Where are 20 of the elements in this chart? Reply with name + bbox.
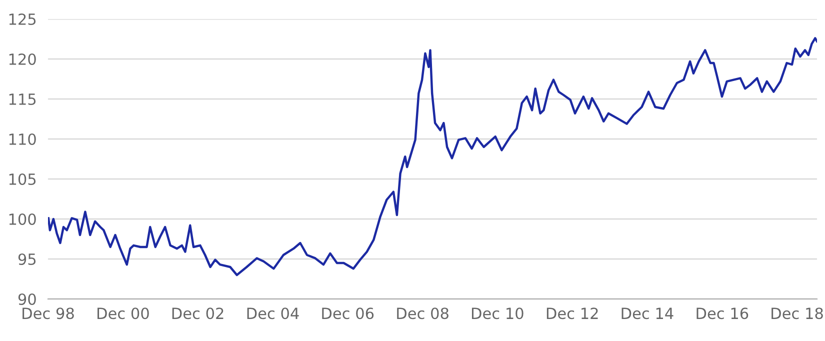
- y-tick-label: 100: [9, 213, 36, 226]
- y-tick-label: 105: [9, 173, 36, 186]
- x-tick-label: Dec 16: [696, 308, 748, 320]
- x-tick-label: Dec 00: [98, 308, 149, 320]
- y-tick-label: 115: [9, 94, 36, 106]
- line-series: [48, 37, 817, 276]
- y-tick-label: 90: [18, 293, 36, 306]
- x-tick-label: Dec 04: [247, 308, 299, 320]
- x-tick-label: Dec 02: [172, 308, 224, 320]
- y-tick-label: 95: [18, 253, 36, 266]
- x-tick-label: Dec 18: [772, 308, 823, 320]
- x-tick-label: Dec 12: [546, 308, 598, 320]
- x-tick-label: Dec 08: [397, 308, 448, 320]
- x-tick-label: Dec 06: [322, 308, 374, 320]
- y-tick-label: 120: [9, 53, 36, 66]
- x-tick-label: Dec 98: [22, 308, 74, 320]
- x-tick-label: Dec 10: [472, 308, 524, 320]
- y-tick-label: 125: [9, 13, 36, 26]
- y-tick-label: 110: [9, 133, 36, 146]
- x-tick-label: Dec 14: [622, 308, 674, 320]
